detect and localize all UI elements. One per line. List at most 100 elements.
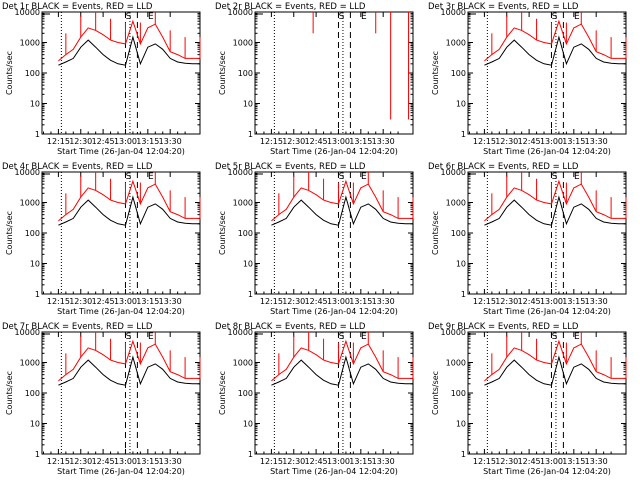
series-lld-line: [271, 339, 413, 382]
end-flag: E: [361, 172, 367, 182]
start-flag: S: [126, 332, 132, 342]
y-tick-label: 100: [451, 69, 466, 78]
y-axis-label: Counts/sec: [218, 211, 227, 255]
x-axis-label: Start Time (26-Jan-04 12:04:20): [483, 467, 611, 476]
x-tick-label: 12:45: [305, 457, 328, 466]
x-axis-label: Start Time (26-Jan-04 12:04:20): [57, 147, 185, 156]
x-tick-label: 12:45: [518, 137, 541, 146]
y-tick-label: 100: [25, 69, 40, 78]
x-tick-label: 13:15: [136, 297, 159, 306]
x-tick-label: 13:15: [349, 297, 372, 306]
series-lld-line: [58, 19, 200, 62]
panel-det-2r: Det 2r BLACK = Events, RED = LLD 1 10 100 10…: [215, 2, 414, 156]
y-tick-label: 1: [461, 290, 466, 299]
y-tick-label: 100: [25, 389, 40, 398]
plot-frame: [467, 11, 627, 135]
x-tick-label: 13:30: [585, 297, 608, 306]
y-axis-label: Counts/sec: [5, 51, 14, 95]
y-tick-label: 10: [456, 100, 466, 109]
y-tick-label: 10000: [228, 8, 253, 17]
x-axis-label: Start Time (26-Jan-04 12:04:20): [270, 467, 398, 476]
y-tick-label: 10: [456, 420, 466, 429]
y-tick-label: 1000: [233, 199, 253, 208]
plot-frame: [41, 11, 201, 135]
y-tick-label: 100: [451, 229, 466, 238]
y-tick-label: 100: [238, 389, 253, 398]
plot-frame: [467, 331, 627, 455]
series-events-line: [58, 195, 200, 226]
y-tick-label: 100: [238, 229, 253, 238]
y-tick-label: 10000: [441, 168, 466, 177]
y-tick-label: 1: [248, 130, 253, 139]
x-axis-label: Start Time (26-Jan-04 12:04:20): [57, 467, 185, 476]
end-flag: E: [574, 172, 580, 182]
x-tick-label: 13:15: [349, 137, 372, 146]
x-tick-label: 12:45: [518, 297, 541, 306]
y-tick-label: 1000: [233, 39, 253, 48]
series-lld-line: [58, 339, 200, 382]
y-tick-label: 10000: [228, 168, 253, 177]
y-tick-label: 1000: [446, 359, 466, 368]
x-tick-label: 12:15: [260, 137, 283, 146]
end-flag: E: [361, 332, 367, 342]
x-tick-label: 13:00: [327, 137, 350, 146]
y-tick-label: 100: [451, 389, 466, 398]
panel-det-8r: Det 8r BLACK = Events, RED = LLD 1 10 100 10…: [215, 322, 414, 476]
x-tick-label: 13:30: [159, 137, 182, 146]
start-flag: S: [339, 172, 345, 182]
y-tick-label: 1000: [233, 359, 253, 368]
y-tick-label: 10: [30, 420, 40, 429]
y-tick-label: 10000: [15, 168, 40, 177]
series-lld-line: [484, 339, 626, 382]
start-flag: S: [552, 12, 558, 22]
start-flag: S: [552, 332, 558, 342]
series-lld-line: [271, 179, 413, 222]
x-axis-label: Start Time (26-Jan-04 12:04:20): [483, 147, 611, 156]
panel-title: Det 1r BLACK = Events, RED = LLD: [2, 2, 153, 12]
start-flag: S: [339, 332, 345, 342]
x-tick-label: 12:45: [92, 457, 115, 466]
series-lld-line: [484, 179, 626, 222]
y-axis-label: Counts/sec: [431, 211, 440, 255]
series-lld-line: [58, 179, 200, 222]
x-tick-label: 12:30: [282, 297, 305, 306]
x-tick-label: 12:15: [260, 457, 283, 466]
panel-title: Det 4r BLACK = Events, RED = LLD: [2, 162, 153, 172]
x-tick-label: 12:30: [69, 457, 92, 466]
y-tick-label: 100: [25, 229, 40, 238]
x-tick-label: 13:00: [540, 137, 563, 146]
x-tick-label: 13:00: [114, 457, 137, 466]
series-events-line: [484, 35, 626, 66]
x-tick-label: 13:15: [562, 137, 585, 146]
panel-det-6r: Det 6r BLACK = Events, RED = LLD 1 10 100 10…: [428, 162, 627, 316]
x-tick-label: 13:30: [159, 457, 182, 466]
x-tick-label: 12:30: [282, 137, 305, 146]
end-flag: E: [361, 12, 367, 22]
y-tick-label: 1: [461, 130, 466, 139]
y-tick-label: 10000: [15, 8, 40, 17]
plot-frame: [254, 11, 414, 135]
end-flag: E: [148, 332, 154, 342]
series-events-line: [271, 355, 413, 386]
y-tick-label: 10000: [228, 328, 253, 337]
plot-frame: [41, 331, 201, 455]
x-axis-label: Start Time (26-Jan-04 12:04:20): [483, 307, 611, 316]
y-tick-label: 10000: [441, 328, 466, 337]
x-tick-label: 13:00: [114, 297, 137, 306]
plot-frame: [41, 171, 201, 295]
panel-det-3r: Det 3r BLACK = Events, RED = LLD 1 10 100 10…: [428, 2, 627, 156]
x-tick-label: 13:15: [136, 457, 159, 466]
series-lld-line: [484, 19, 626, 62]
end-flag: E: [574, 12, 580, 22]
y-tick-label: 10000: [15, 328, 40, 337]
x-tick-label: 12:15: [473, 457, 496, 466]
plot-frame: [254, 171, 414, 295]
x-tick-label: 13:30: [372, 297, 395, 306]
y-tick-label: 10: [243, 420, 253, 429]
x-tick-label: 13:30: [372, 457, 395, 466]
x-tick-label: 12:45: [92, 297, 115, 306]
y-tick-label: 1: [461, 450, 466, 459]
y-tick-label: 1000: [20, 39, 40, 48]
x-tick-label: 12:15: [260, 297, 283, 306]
